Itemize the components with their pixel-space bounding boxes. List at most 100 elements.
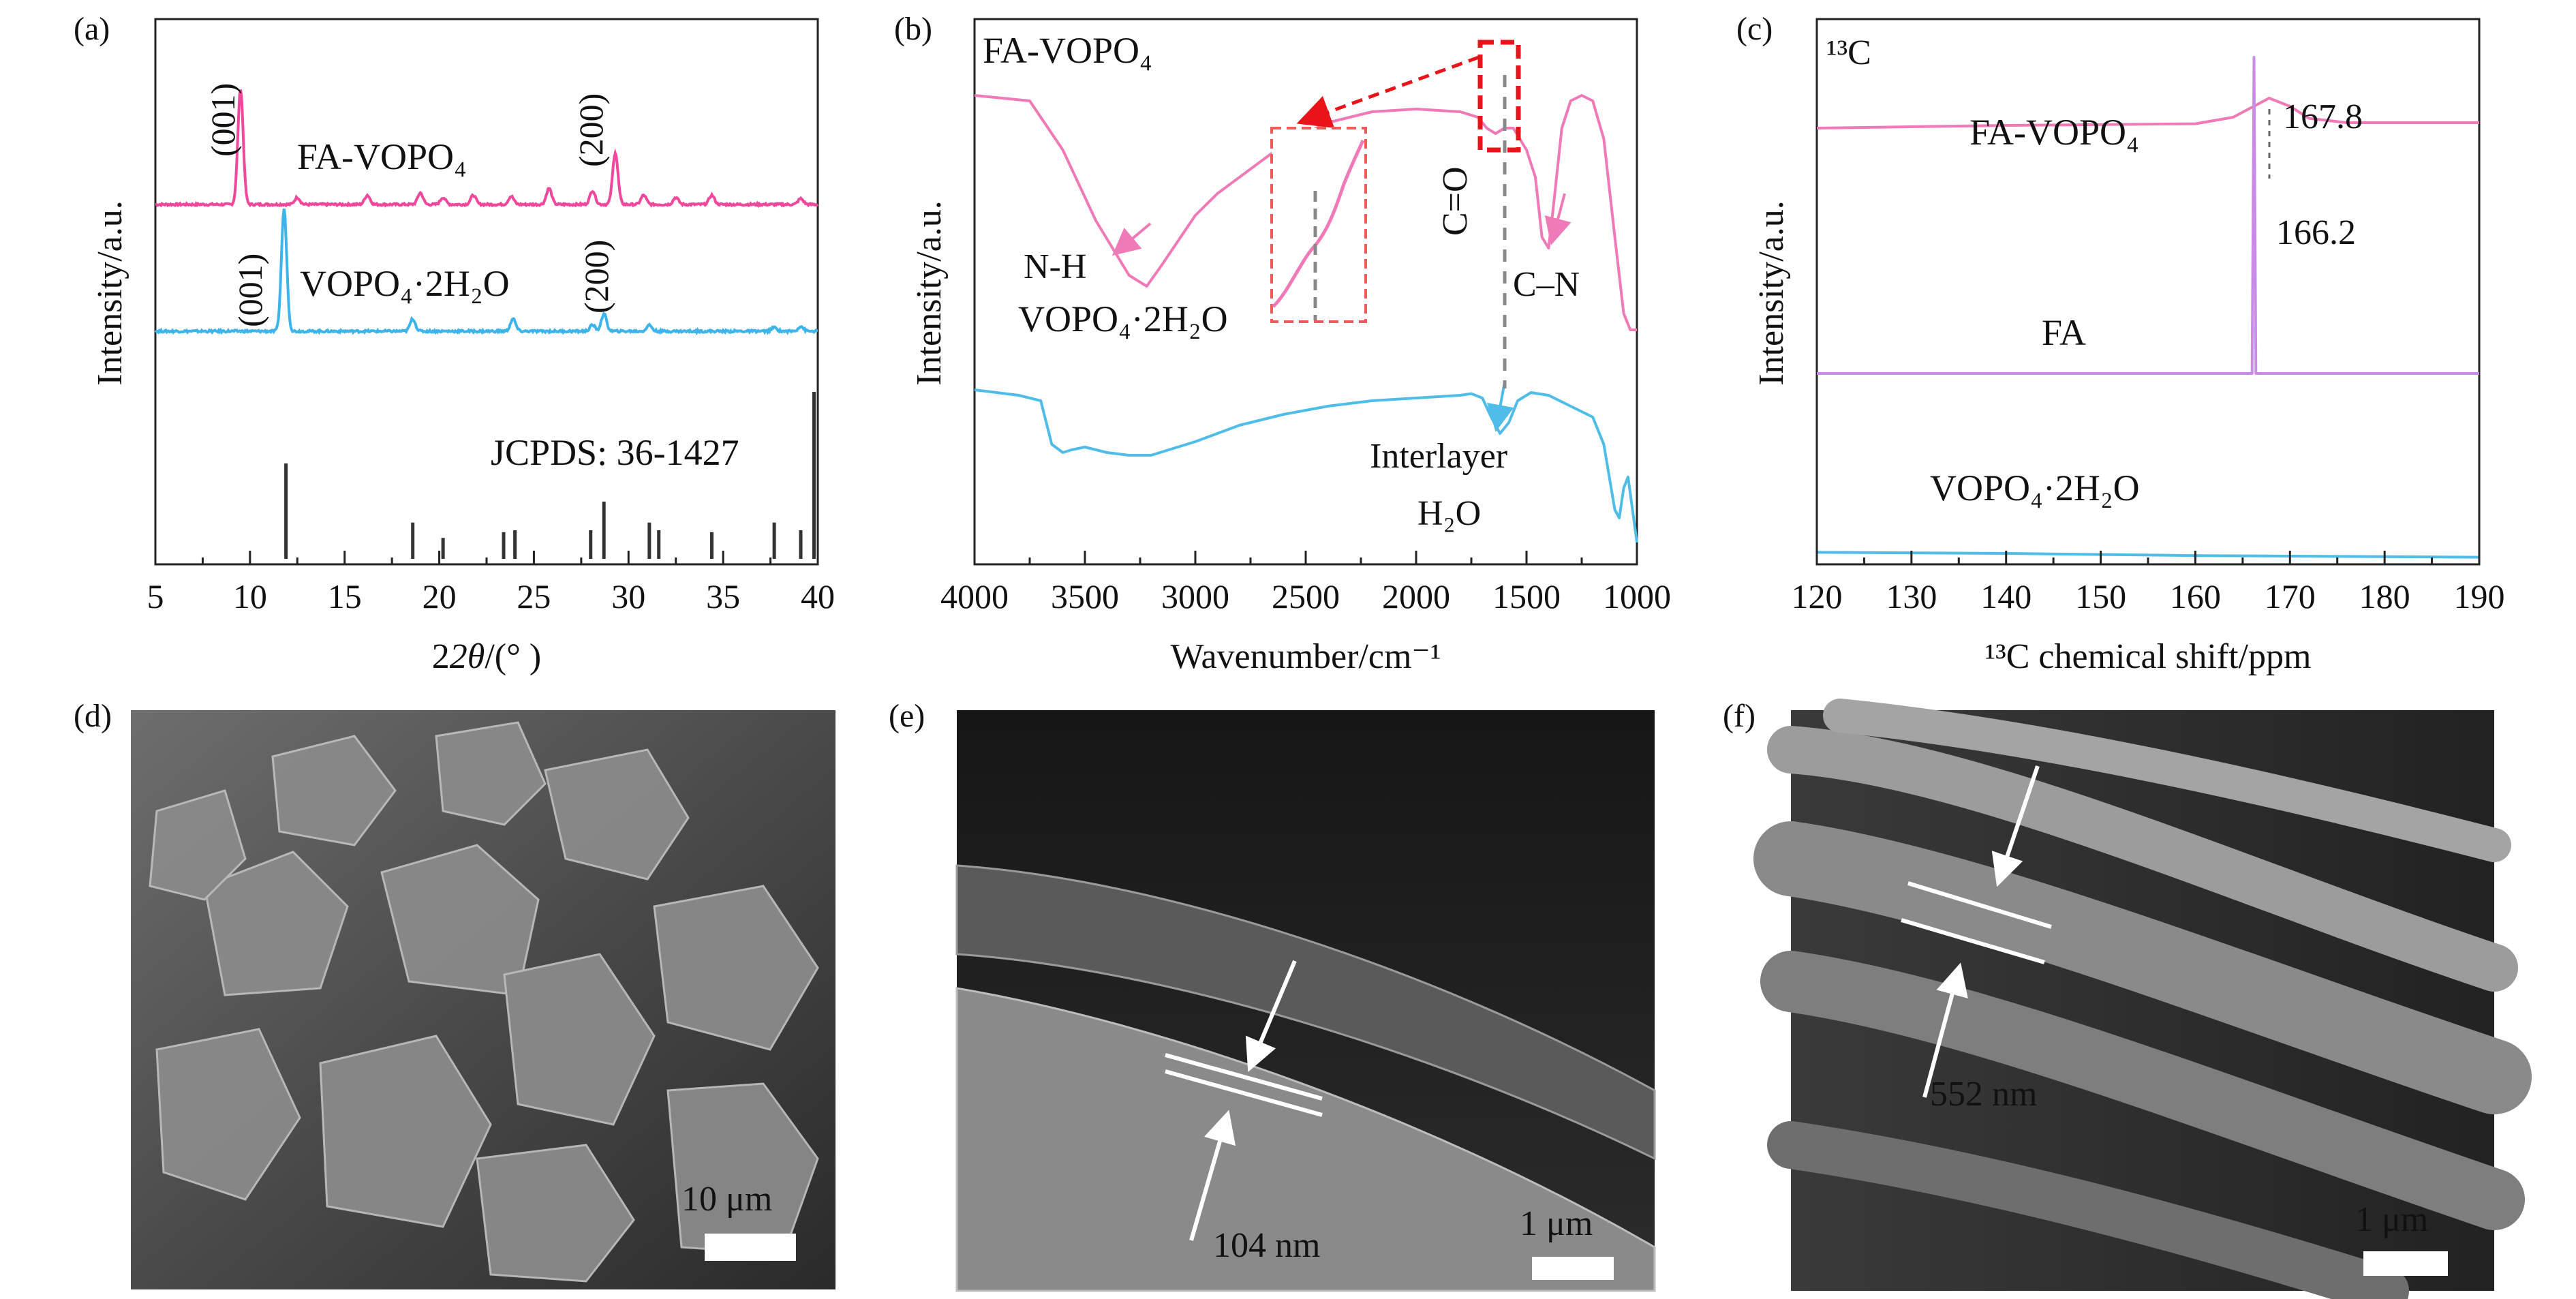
arrow-down-f: [1991, 765, 2040, 887]
panel-label-e: (e): [889, 698, 925, 734]
x-tick-label-b: 4000: [940, 577, 1009, 615]
x-tick-label-c: 130: [1886, 577, 1937, 615]
scale-bar-d: [705, 1234, 796, 1261]
y-axis-label-b: Intensity/a.u.: [910, 200, 949, 386]
axes-frame-c: [1815, 18, 2481, 566]
scale-label-e: 1 μm: [1520, 1204, 1593, 1243]
arrow-down-e: [1245, 960, 1297, 1073]
arrow-up-e: [1189, 1110, 1236, 1241]
legend-vopo4-2h2o-b: VOPO₄·2H₂O: [1018, 299, 1228, 339]
legend-fa-vopo4-b: FA-VOPO₄: [983, 30, 1152, 71]
panel-c-nmr: (c) 120 130 140 150 160 170 180 190 ¹³C Intensi…: [1736, 11, 2505, 676]
label-nh: N-H: [1024, 247, 1086, 286]
scale-bar-f: [2363, 1251, 2448, 1276]
y-axis-label-a: Intensity/a.u.: [91, 200, 129, 386]
xrd-series: [154, 89, 819, 559]
thickness-mark-2-f: [1901, 918, 2045, 964]
legend-fa-c: FA: [2042, 312, 2086, 353]
peak-value-166-2: 166.2: [2276, 213, 2356, 252]
x-tick-label-c: 190: [2454, 577, 2505, 615]
peak-label-001-fa: (001): [204, 83, 242, 157]
legend-fa-vopo4-a: FA-VOPO₄: [297, 136, 467, 177]
legend-vopo4-2h2o-c: VOPO₄·2H₂O: [1930, 468, 2140, 508]
x-tick-label-b: 2000: [1382, 577, 1450, 615]
x-ticks-a: 5 10 15 20 25 30 35 40: [147, 551, 835, 615]
x-axis-label-a: 22θ/(° ): [432, 637, 541, 676]
sem-sheet-top-e: [955, 864, 1656, 1161]
panel-d-sem: (d) 10 μm: [74, 698, 835, 1289]
label-cn: C–N: [1513, 265, 1580, 304]
panel-label-d: (d): [74, 698, 112, 734]
arrow-cn: [1544, 193, 1571, 245]
thickness-label-f: 552 nm: [1930, 1075, 2037, 1114]
inset-curve: [1272, 140, 1365, 308]
x-tick-label-a: 15: [328, 577, 362, 615]
y-axis-label-c: Intensity/a.u.: [1752, 200, 1791, 386]
label-h2o: H₂O: [1417, 494, 1481, 533]
x-tick-label-b: 1500: [1492, 577, 1561, 615]
legend-jcpds: JCPDS: 36-1427: [491, 432, 739, 473]
ftir-series: [974, 94, 1638, 543]
scale-label-f: 1 μm: [2355, 1200, 2428, 1239]
peak-label-200-fa: (200): [572, 93, 610, 167]
x-tick-label-a: 35: [706, 577, 740, 615]
arrow-interlayer: [1487, 381, 1514, 432]
arrow-nh: [1111, 222, 1152, 256]
thickness-mark-1-e: [1165, 1053, 1323, 1101]
x-tick-label-c: 140: [1980, 577, 2031, 615]
series-line-vopo-2h-o: [154, 209, 818, 336]
x-tick-label-c: 170: [2265, 577, 2316, 615]
peak-value-167-8: 167.8: [2283, 97, 2363, 136]
x-tick-label-c: 150: [2075, 577, 2126, 615]
panel-label-a: (a): [74, 11, 110, 47]
thickness-mark-1-f: [1907, 881, 2052, 929]
panel-label-b: (b): [894, 11, 932, 47]
x-tick-label-b: 2500: [1272, 577, 1340, 615]
x-tick-label-a: 10: [233, 577, 267, 615]
thickness-label-e: 104 nm: [1213, 1226, 1320, 1265]
x-tick-label-a: 40: [801, 577, 835, 615]
panel-label-f: (f): [1723, 698, 1755, 734]
x-tick-label-b: 3500: [1051, 577, 1119, 615]
x-tick-label-b: 3000: [1161, 577, 1229, 615]
nmr-title: ¹³C: [1826, 33, 1871, 72]
x-axis-label-b: Wavenumber/cm⁻¹: [1171, 637, 1441, 676]
series-line-fa: [1817, 56, 2479, 375]
panel-b-ftir: (b) 4000 3500 3000 2500 2000 1500 1000 Intensi…: [894, 11, 1671, 676]
legend-fa-vopo4-c: FA-VOPO₄: [1969, 112, 2139, 153]
legend-vopo4-2h2o-a: VOPO₄·2H₂O: [300, 263, 510, 304]
x-ticks-b: 4000 3500 3000 2500 2000 1500 1000: [940, 551, 1671, 615]
x-tick-label-a: 20: [423, 577, 457, 615]
x-tick-label-a: 25: [517, 577, 551, 615]
scale-label-d: 10 μm: [681, 1180, 772, 1219]
series-line-fa-vopo: [155, 89, 819, 209]
thickness-mark-2-e: [1165, 1069, 1323, 1117]
scale-bar-e: [1532, 1257, 1614, 1280]
panel-a-xrd: (a) 5 10 15 20 25 30 35 40 Intensity/a.u. 22θ/(…: [74, 11, 835, 676]
sem-sheet-bottom-e: [955, 987, 1656, 1292]
arrow-up-f: [1922, 962, 1968, 1098]
x-axis-label-c: ¹³C chemical shift/ppm: [1985, 637, 2312, 676]
panel-e-sem: (e) 104 nm 1 μm: [889, 698, 1656, 1292]
sem-flakes-d: [149, 721, 819, 1283]
series-line-fa-vopo: [1816, 97, 2479, 129]
series-line-fa-vopo: [974, 94, 1637, 331]
label-interlayer: Interlayer: [1370, 437, 1507, 476]
x-tick-label-c: 160: [2170, 577, 2221, 615]
series-line-vopo-2h-o: [974, 388, 1638, 543]
peak-label-001-h2o: (001): [231, 254, 269, 327]
highlight-box-co: [1477, 40, 1521, 153]
label-co: C=O: [1436, 166, 1475, 236]
x-tick-label-a: 5: [147, 577, 164, 615]
arrow-to-inset: [1296, 55, 1479, 128]
x-tick-label-b: 1000: [1603, 577, 1671, 615]
x-tick-label-c: 120: [1792, 577, 1843, 615]
sem-fibers-f: [1753, 699, 2532, 1299]
panel-f-sem: (f) 552 nm 1 μm: [1723, 698, 2532, 1299]
x-ticks-c: 120 130 140 150 160 170 180 190: [1792, 551, 2505, 615]
series-line-vopo-2h-o: [1816, 551, 2480, 559]
nmr-series: [1816, 56, 2480, 559]
x-tick-label-a: 30: [611, 577, 645, 615]
x-tick-label-c: 180: [2359, 577, 2410, 615]
